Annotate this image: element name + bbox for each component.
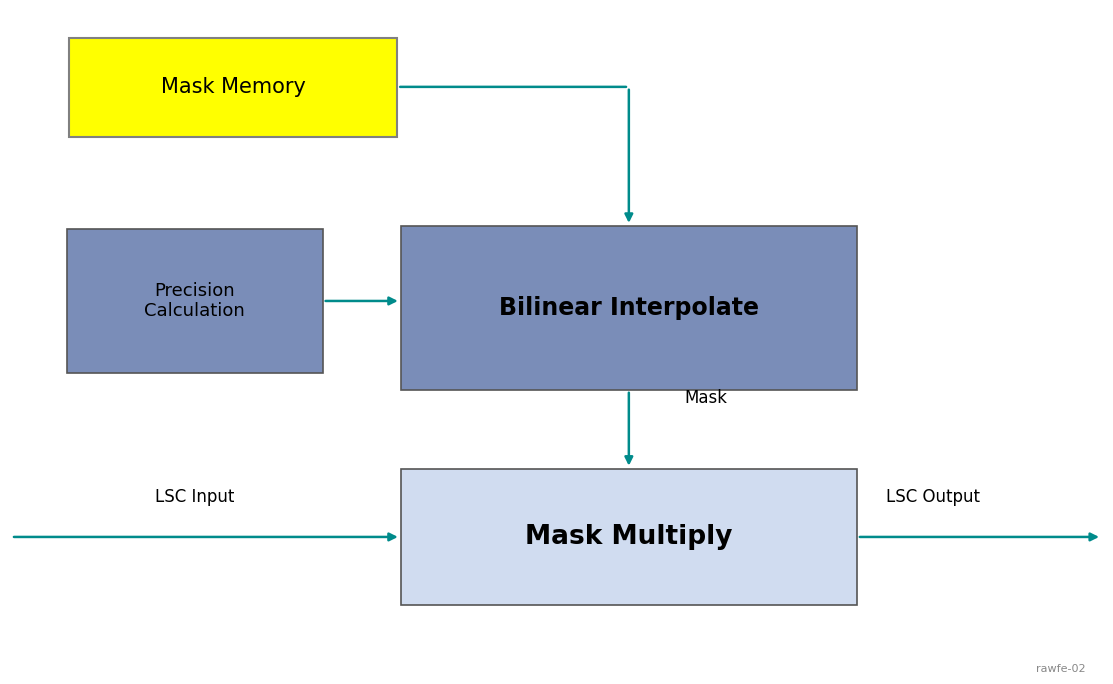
FancyBboxPatch shape: [67, 229, 323, 373]
Text: LSC Output: LSC Output: [886, 488, 979, 506]
Text: Mask Memory: Mask Memory: [160, 77, 306, 97]
Text: Mask Multiply: Mask Multiply: [525, 524, 732, 550]
FancyBboxPatch shape: [401, 469, 857, 605]
FancyBboxPatch shape: [401, 226, 857, 390]
Text: Bilinear Interpolate: Bilinear Interpolate: [499, 295, 759, 320]
Text: LSC Input: LSC Input: [155, 488, 235, 506]
Text: Precision
Calculation: Precision Calculation: [145, 282, 245, 320]
Text: Mask: Mask: [684, 389, 728, 407]
FancyBboxPatch shape: [69, 38, 397, 137]
Text: rawfe-02: rawfe-02: [1035, 663, 1085, 674]
